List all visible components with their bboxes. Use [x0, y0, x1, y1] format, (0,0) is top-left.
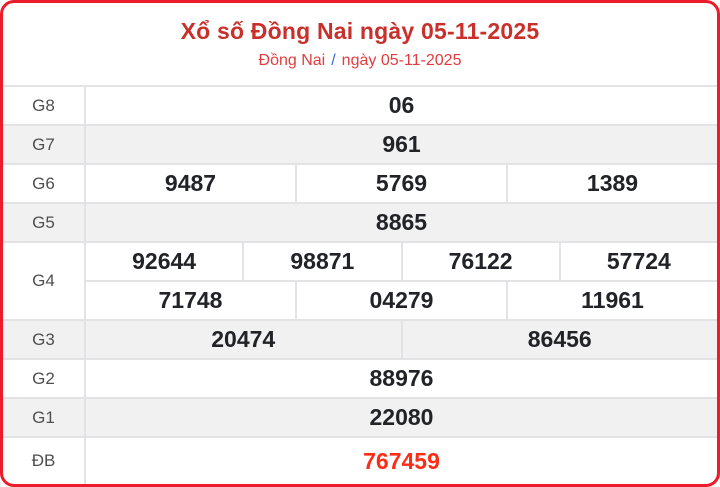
prize-number: 86456 [400, 321, 718, 358]
results-header: Xổ số Đồng Nai ngày 05-11-2025 Đồng Nai … [3, 3, 717, 85]
prize-row-g6: G6 9487 5769 1389 [3, 163, 717, 202]
prize-row-g2: G2 88976 [3, 358, 717, 397]
prize-number: 88976 [369, 365, 434, 391]
prize-label: G2 [3, 360, 86, 397]
breadcrumb-separator: / [331, 52, 336, 69]
page-title: Xổ số Đồng Nai ngày 05-11-2025 [180, 18, 540, 44]
special-prize-number: 767459 [363, 447, 440, 474]
prize-row-g3: G3 20474 86456 [3, 319, 717, 358]
prize-row-db: ĐB 767459 [3, 436, 717, 484]
prize-row-g5: G5 8865 [3, 202, 717, 241]
prize-row-g4-line-1: 92644 98871 76122 57724 [86, 243, 717, 280]
prize-number: 8865 [375, 209, 428, 235]
prize-row-g1: G1 22080 [3, 397, 717, 436]
prize-number: 98871 [242, 243, 400, 280]
prize-row-g4-line-2: 71748 04279 11961 [86, 280, 717, 319]
prize-label: ĐB [3, 438, 86, 484]
prize-label: G6 [3, 165, 86, 202]
prize-row-g4: G4 92644 98871 76122 57724 71748 04279 1… [3, 241, 717, 319]
prize-number: 11961 [506, 282, 717, 319]
prize-number: 06 [388, 92, 415, 118]
breadcrumb-region-link[interactable]: Đồng Nai [258, 52, 326, 69]
breadcrumb-date-link[interactable]: ngày 05-11-2025 [341, 52, 462, 69]
prize-number: 57724 [558, 243, 717, 280]
prize-label: G8 [3, 87, 86, 124]
prize-number: 92644 [132, 248, 197, 274]
breadcrumb: Đồng Nai / ngày 05-11-2025 [259, 52, 462, 70]
prize-number: 76122 [400, 243, 559, 280]
prize-number: 9487 [164, 170, 217, 196]
prize-number: 1389 [506, 165, 717, 202]
prize-number: 20474 [211, 326, 276, 352]
prize-label: G4 [3, 243, 86, 319]
prize-label: G5 [3, 204, 86, 241]
prize-label: G3 [3, 321, 86, 358]
prize-number: 5769 [295, 165, 506, 202]
prize-label: G7 [3, 126, 86, 163]
prize-row-g8: G8 06 [3, 85, 717, 124]
prize-row-g7: G7 961 [3, 124, 717, 163]
prize-number: 22080 [369, 404, 434, 430]
prize-number: 04279 [295, 282, 506, 319]
prize-number: 71748 [158, 287, 223, 313]
prize-number: 961 [382, 131, 421, 157]
prize-label: G1 [3, 399, 86, 436]
